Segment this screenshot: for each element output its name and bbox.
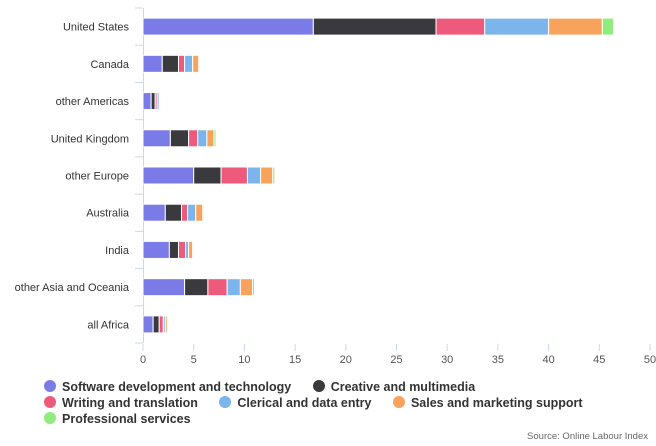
legend-row-3: Professional services bbox=[44, 411, 644, 427]
x-tick-label: 40 bbox=[542, 354, 554, 366]
category-label: other Asia and Oceania bbox=[15, 282, 130, 294]
bar-segment bbox=[192, 240, 195, 259]
legend-label-clerical: Clerical and data entry bbox=[237, 396, 372, 410]
x-tick-label: 0 bbox=[140, 354, 146, 366]
bar-segment bbox=[220, 166, 248, 185]
legend-item-sales[interactable]: Sales and marketing support bbox=[392, 395, 583, 411]
x-tick-label: 5 bbox=[191, 354, 197, 366]
category-label: United Kingdom bbox=[51, 133, 129, 145]
bar-segment bbox=[601, 17, 614, 36]
category-label: other Americas bbox=[56, 96, 130, 108]
bar-segment bbox=[168, 240, 179, 259]
bar-segment bbox=[142, 278, 186, 297]
legend-label-sales: Sales and marketing support bbox=[410, 396, 583, 410]
x-tick-label: 25 bbox=[390, 354, 402, 366]
category-label: Canada bbox=[90, 59, 129, 71]
category-label: India bbox=[105, 245, 130, 257]
bar-segment bbox=[184, 278, 209, 297]
bar-segment bbox=[207, 278, 228, 297]
bar-segment bbox=[158, 315, 164, 334]
bar-segment bbox=[181, 203, 189, 222]
bar-segment bbox=[166, 315, 169, 334]
legend-swatch-writing bbox=[44, 396, 56, 408]
legend-row-1: Software development and technology Crea… bbox=[44, 379, 644, 395]
bar-segment bbox=[195, 203, 204, 222]
bar-segment bbox=[184, 54, 194, 73]
bar-segment bbox=[188, 129, 199, 148]
legend-label-professional: Professional services bbox=[62, 412, 191, 426]
legend-swatch-clerical bbox=[219, 396, 232, 408]
bar-segment bbox=[169, 129, 190, 148]
legend-item-professional[interactable]: Professional services bbox=[44, 411, 191, 427]
bar-segment bbox=[239, 278, 254, 297]
bar-segment bbox=[548, 17, 603, 36]
bar-segment bbox=[150, 92, 156, 111]
bar-segment bbox=[312, 17, 437, 36]
bar-segment bbox=[142, 166, 195, 185]
bar-segment bbox=[188, 240, 194, 259]
legend-swatch-creative bbox=[312, 380, 325, 392]
category-label: other Europe bbox=[65, 171, 129, 183]
legend-item-software[interactable]: Software development and technology bbox=[44, 379, 291, 395]
source-credit: Source: Online Labour Index bbox=[527, 431, 648, 442]
bar-segment bbox=[435, 17, 486, 36]
category-label: all Africa bbox=[87, 319, 129, 331]
x-tick-label: 30 bbox=[441, 354, 453, 366]
bar-segment bbox=[206, 129, 215, 148]
bar-segment bbox=[213, 129, 217, 148]
x-tick-label: 45 bbox=[593, 354, 605, 366]
legend-item-clerical[interactable]: Clerical and data entry bbox=[219, 395, 371, 411]
bar-segment bbox=[202, 203, 205, 222]
bar-segment bbox=[142, 240, 170, 259]
bar-segment bbox=[161, 54, 179, 73]
bar-segment bbox=[272, 166, 276, 185]
legend-label-creative: Creative and multimedia bbox=[330, 380, 476, 394]
legend: Software development and technology Crea… bbox=[44, 379, 644, 427]
bar-segment bbox=[252, 278, 256, 297]
legend-label-software: Software development and technology bbox=[62, 380, 292, 394]
category-label: United States bbox=[63, 22, 130, 34]
legend-swatch-professional bbox=[44, 412, 56, 424]
category-label: Australia bbox=[86, 208, 130, 220]
bar-segment bbox=[484, 17, 550, 36]
bar-segment bbox=[197, 129, 208, 148]
legend-row-2: Writing and translation Clerical and dat… bbox=[44, 395, 644, 411]
legend-item-writing[interactable]: Writing and translation bbox=[44, 395, 198, 411]
legend-label-writing: Writing and translation bbox=[62, 396, 198, 410]
bar-segment bbox=[192, 54, 200, 73]
legend-item-creative[interactable]: Creative and multimedia bbox=[312, 379, 476, 395]
bar-segment bbox=[198, 54, 201, 73]
bar-segment bbox=[142, 54, 163, 73]
bar-segment bbox=[142, 17, 314, 36]
x-tick-label: 50 bbox=[644, 354, 656, 366]
bar-segment bbox=[187, 203, 197, 222]
bar-segment bbox=[193, 166, 222, 185]
x-tick-label: 35 bbox=[492, 354, 504, 366]
bar-segment bbox=[177, 54, 186, 73]
bar-segment bbox=[142, 92, 152, 111]
legend-swatch-software bbox=[44, 380, 56, 392]
x-tick-label: 10 bbox=[238, 354, 250, 366]
bar-segment bbox=[260, 166, 274, 185]
bar-segment bbox=[177, 240, 187, 259]
bar-segment bbox=[142, 203, 166, 222]
bar-segment bbox=[164, 203, 183, 222]
bar-segment bbox=[226, 278, 241, 297]
bar-segment bbox=[152, 315, 160, 334]
bar-segment bbox=[159, 92, 162, 111]
stacked-bar-chart: United States Canada other Americas United … bbox=[15, 7, 656, 366]
bar-segment bbox=[246, 166, 262, 185]
x-tick-label: 15 bbox=[289, 354, 301, 366]
bar-segment bbox=[142, 315, 154, 334]
bar-segment bbox=[142, 129, 171, 148]
legend-swatch-sales bbox=[392, 396, 405, 408]
x-tick-label: 20 bbox=[340, 354, 352, 366]
